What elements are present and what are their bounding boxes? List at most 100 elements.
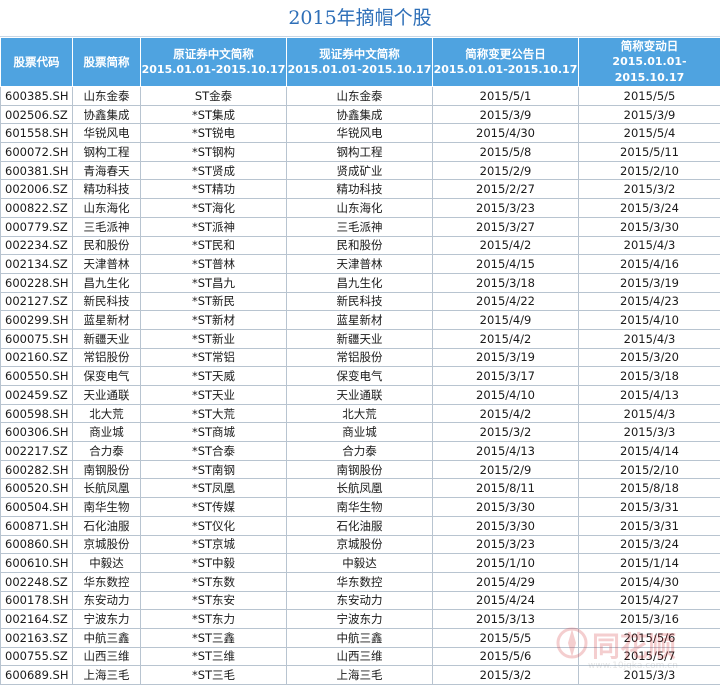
column-header-date-range: 2015.01.01-2015.10.17	[141, 63, 286, 76]
old-short-name-cell: *ST中毅	[140, 553, 287, 573]
announcement-date-cell: 2015/3/2	[432, 422, 579, 443]
stock-name-cell: 合力泰	[72, 441, 141, 461]
table-row: 601558.SH 华锐风电 *ST锐电 华锐风电 2015/4/30 2015/5/4	[0, 123, 720, 144]
new-short-name-cell: 山东金泰	[286, 86, 433, 106]
old-short-name-cell: *ST商城	[140, 422, 287, 443]
change-date-cell: 2015/4/10	[578, 310, 720, 330]
new-short-name-cell: 保变电气	[286, 366, 433, 386]
table-row: 002234.SZ 民和股份 *ST民和 民和股份 2015/4/2 2015/4/3	[0, 235, 720, 256]
stock-code-cell: 002234.SZ	[0, 235, 73, 256]
change-date-cell: 2015/1/14	[578, 553, 720, 573]
old-short-name-cell: *ST昌九	[140, 272, 287, 293]
table-row: 600299.SH 蓝星新材 *ST新材 蓝星新材 2015/4/9 2015/4/10	[0, 310, 720, 330]
old-short-name-cell: *ST贤成	[140, 160, 287, 181]
stock-name-cell: 蓝星新材	[72, 310, 141, 330]
new-short-name-cell: 华东数控	[286, 571, 433, 592]
stock-name-cell: 保变电气	[72, 366, 141, 386]
stock-code-cell: 002127.SZ	[0, 291, 73, 312]
new-short-name-cell: 钢构工程	[286, 142, 433, 162]
change-date-cell: 2015/8/18	[578, 478, 720, 499]
column-header-date-range: 2015.01.01-2015.10.17	[287, 63, 432, 76]
table-row: 002134.SZ 天津普林 *ST普林 天津普林 2015/4/15 2015/4/16	[0, 254, 720, 274]
column-header-label: 股票代码	[13, 55, 60, 69]
change-date-cell: 2015/3/2	[578, 179, 720, 200]
change-date-cell: 2015/4/3	[578, 403, 720, 424]
stock-code-cell: 600598.SH	[0, 403, 73, 424]
stock-code-cell: 002163.SZ	[0, 627, 73, 648]
stock-code-cell: 002164.SZ	[0, 609, 73, 629]
change-date-cell: 2015/4/14	[578, 441, 720, 461]
table-row: 002506.SZ 协鑫集成 *ST集成 协鑫集成 2015/3/9 2015/3/9	[0, 104, 720, 125]
announcement-date-cell: 2015/4/30	[432, 123, 579, 144]
announcement-date-cell: 2015/3/18	[432, 272, 579, 293]
stock-code-cell: 600228.SH	[0, 272, 73, 293]
stock-code-cell: 002134.SZ	[0, 254, 73, 274]
new-short-name-cell: 南华生物	[286, 497, 433, 517]
old-short-name-cell: *ST东数	[140, 571, 287, 592]
stock-code-cell: 600504.SH	[0, 497, 73, 517]
new-short-name-cell: 山东海化	[286, 198, 433, 218]
announcement-date-cell: 2015/3/30	[432, 497, 579, 517]
announcement-date-cell: 2015/3/30	[432, 515, 579, 536]
new-short-name-cell: 合力泰	[286, 441, 433, 461]
column-header: 股票代码	[0, 37, 73, 87]
column-header-label: 简称变更公告日	[465, 47, 546, 61]
announcement-date-cell: 2015/4/15	[432, 254, 579, 274]
new-short-name-cell: 常铝股份	[286, 347, 433, 368]
table-row: 000779.SZ 三毛派神 *ST派神 三毛派神 2015/3/27 2015/3/30	[0, 216, 720, 237]
change-date-cell: 2015/4/13	[578, 385, 720, 405]
new-short-name-cell: 上海三毛	[286, 665, 433, 685]
new-short-name-cell: 商业城	[286, 422, 433, 443]
header-row: 股票代码 股票简称 原证券中文简称 2015.01.01-2015.10.17 现证券中…	[0, 37, 720, 87]
stock-code-cell: 000779.SZ	[0, 216, 73, 237]
column-header: 简称变动日 2015.01.01-2015.10.17	[578, 37, 720, 87]
new-short-name-cell: 山西三维	[286, 646, 433, 667]
stock-code-cell: 600381.SH	[0, 160, 73, 181]
stock-name-cell: 民和股份	[72, 235, 141, 256]
stock-name-cell: 新疆天业	[72, 328, 141, 349]
stock-name-cell: 南华生物	[72, 497, 141, 517]
announcement-date-cell: 2015/5/5	[432, 627, 579, 648]
stock-name-cell: 上海三毛	[72, 665, 141, 685]
table-row: 002006.SZ 精功科技 *ST精功 精功科技 2015/2/27 2015/3/2	[0, 179, 720, 200]
stock-code-cell: 002006.SZ	[0, 179, 73, 200]
column-header-label: 简称变动日	[620, 39, 679, 53]
stock-name-cell: 三毛派神	[72, 216, 141, 237]
stock-name-cell: 山东金泰	[72, 86, 141, 106]
old-short-name-cell: *ST三毛	[140, 665, 287, 685]
change-date-cell: 2015/3/18	[578, 366, 720, 386]
column-header-label: 股票简称	[83, 55, 130, 69]
old-short-name-cell: *ST南钢	[140, 459, 287, 480]
new-short-name-cell: 北大荒	[286, 403, 433, 424]
change-date-cell: 2015/5/5	[578, 86, 720, 106]
stock-code-cell: 600178.SH	[0, 590, 73, 611]
change-date-cell: 2015/3/9	[578, 104, 720, 125]
announcement-date-cell: 2015/8/11	[432, 478, 579, 499]
old-short-name-cell: *ST天业	[140, 385, 287, 405]
stock-code-cell: 600306.SH	[0, 422, 73, 443]
change-date-cell: 2015/4/23	[578, 291, 720, 312]
old-short-name-cell: *ST京城	[140, 534, 287, 555]
stock-code-cell: 002459.SZ	[0, 385, 73, 405]
stock-name-cell: 青海春天	[72, 160, 141, 181]
page-title: 2015年摘帽个股	[0, 0, 720, 37]
stock-name-cell: 南钢股份	[72, 459, 141, 480]
change-date-cell: 2015/4/30	[578, 571, 720, 592]
table-row: 600598.SH 北大荒 *ST大荒 北大荒 2015/4/2 2015/4/3	[0, 403, 720, 424]
change-date-cell: 2015/5/6	[578, 627, 720, 648]
stock-code-cell: 600072.SH	[0, 142, 73, 162]
old-short-name-cell: *ST东力	[140, 609, 287, 629]
stock-code-cell: 000822.SZ	[0, 198, 73, 218]
new-short-name-cell: 天津普林	[286, 254, 433, 274]
new-short-name-cell: 长航凤凰	[286, 478, 433, 499]
change-date-cell: 2015/4/3	[578, 235, 720, 256]
column-header: 股票简称	[72, 37, 141, 87]
stock-code-cell: 002217.SZ	[0, 441, 73, 461]
announcement-date-cell: 2015/3/23	[432, 198, 579, 218]
new-short-name-cell: 东安动力	[286, 590, 433, 611]
table-body: 600385.SH 山东金泰 ST金泰 山东金泰 2015/5/1 2015/5/5 002…	[0, 86, 720, 685]
old-short-name-cell: *ST派神	[140, 216, 287, 237]
table-row: 600381.SH 青海春天 *ST贤成 贤成矿业 2015/2/9 2015/2/10	[0, 160, 720, 181]
column-header: 现证券中文简称 2015.01.01-2015.10.17	[286, 37, 433, 87]
stock-name-cell: 京城股份	[72, 534, 141, 555]
